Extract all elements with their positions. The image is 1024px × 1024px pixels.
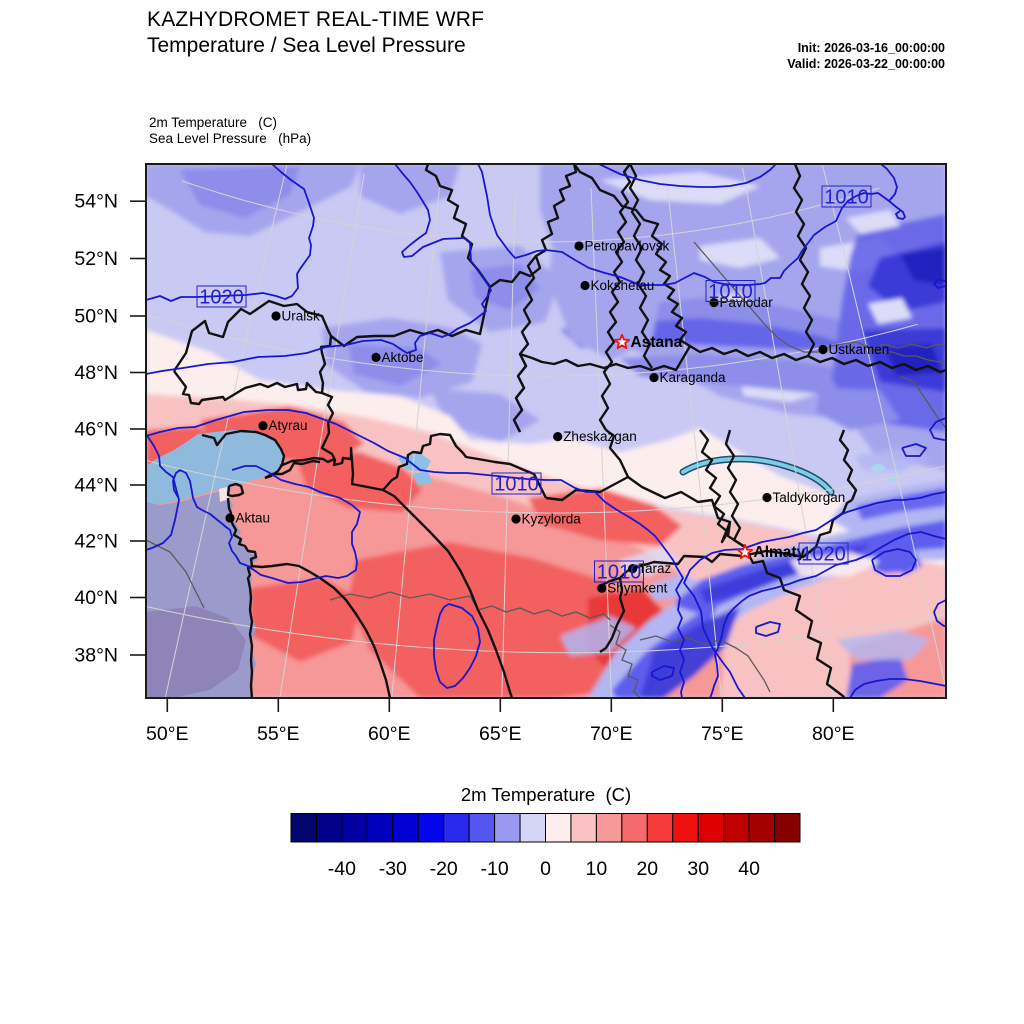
svg-text:-20: -20	[430, 858, 458, 880]
svg-text:Uralsk: Uralsk	[282, 309, 321, 324]
svg-text:Zheskazgan: Zheskazgan	[563, 429, 637, 444]
svg-text:40°N: 40°N	[74, 587, 118, 609]
svg-text:-40: -40	[328, 858, 356, 880]
svg-text:54°N: 54°N	[74, 191, 118, 213]
svg-text:80°E: 80°E	[812, 723, 855, 745]
svg-text:Taldykorgan: Taldykorgan	[773, 490, 846, 505]
svg-text:1010: 1010	[824, 187, 869, 209]
svg-text:60°E: 60°E	[368, 723, 411, 745]
svg-text:10: 10	[586, 858, 608, 880]
svg-text:48°N: 48°N	[74, 362, 118, 384]
svg-text:0: 0	[540, 858, 551, 880]
svg-text:55°E: 55°E	[257, 723, 300, 745]
svg-text:-10: -10	[481, 858, 509, 880]
svg-text:Pavlodar: Pavlodar	[720, 295, 774, 310]
svg-text:50°N: 50°N	[74, 306, 118, 328]
svg-text:46°N: 46°N	[74, 419, 118, 441]
svg-text:Aktau: Aktau	[236, 511, 271, 526]
svg-text:42°N: 42°N	[74, 531, 118, 553]
svg-text:20: 20	[636, 858, 658, 880]
svg-text:1020: 1020	[801, 544, 846, 566]
svg-text:1010: 1010	[494, 474, 539, 496]
svg-text:Atyrau: Atyrau	[269, 418, 308, 433]
svg-text:1020: 1020	[199, 287, 244, 309]
svg-text:1010: 1010	[597, 562, 642, 584]
svg-text:52°N: 52°N	[74, 248, 118, 270]
svg-text:2m Temperature (C): 2m Temperature (C)	[461, 784, 631, 805]
svg-text:38°N: 38°N	[74, 645, 118, 667]
svg-text:Astana: Astana	[631, 334, 683, 351]
svg-text:70°E: 70°E	[590, 723, 633, 745]
svg-text:Ustkamen: Ustkamen	[829, 342, 890, 357]
svg-text:75°E: 75°E	[701, 723, 744, 745]
svg-text:30: 30	[687, 858, 709, 880]
svg-text:1010: 1010	[708, 281, 753, 303]
svg-text:Petropavlovsk: Petropavlovsk	[585, 239, 670, 254]
svg-text:40: 40	[738, 858, 760, 880]
svg-text:44°N: 44°N	[74, 475, 118, 497]
svg-text:Aktobe: Aktobe	[382, 350, 424, 365]
svg-text:Kyzylorda: Kyzylorda	[522, 512, 582, 527]
svg-text:Almaty: Almaty	[754, 544, 806, 561]
svg-text:Karaganda: Karaganda	[660, 370, 727, 385]
svg-text:Kokshetau: Kokshetau	[591, 278, 655, 293]
svg-text:50°E: 50°E	[146, 723, 189, 745]
svg-text:Taraz: Taraz	[638, 561, 671, 576]
svg-text:-30: -30	[379, 858, 407, 880]
svg-text:65°E: 65°E	[479, 723, 522, 745]
svg-text:Shymkent: Shymkent	[607, 581, 667, 596]
